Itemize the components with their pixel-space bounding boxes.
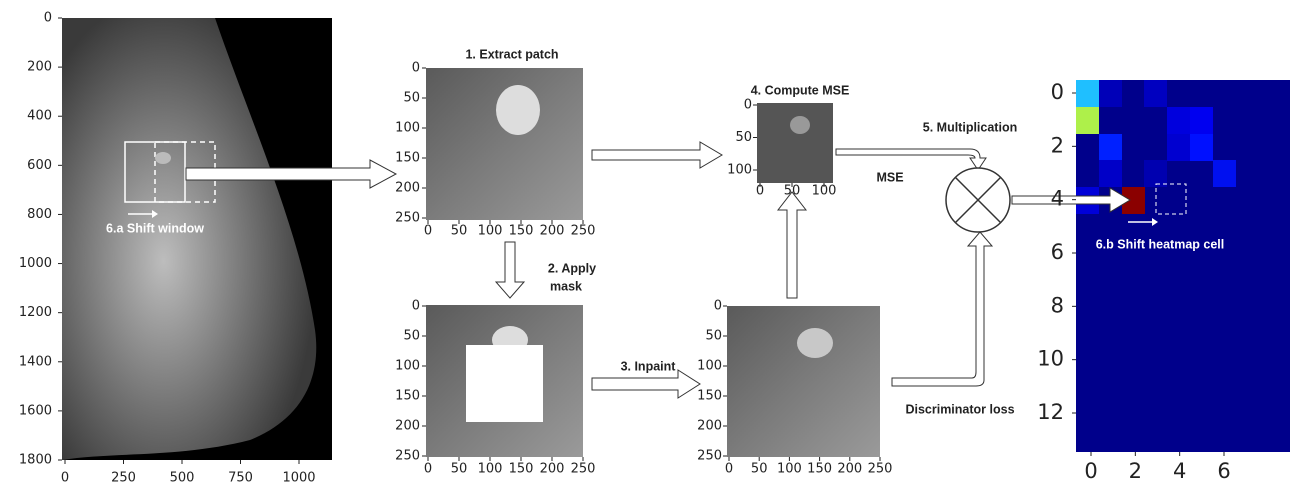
y-tick-label: 100 — [395, 359, 420, 374]
y-tick-label: 1600 — [19, 403, 52, 418]
y-tick-label: 0 — [714, 299, 722, 314]
arrow — [835, 148, 987, 171]
y-tick-label: 1400 — [19, 354, 52, 369]
x-tick-label: 250 — [571, 462, 596, 477]
y-tick-label: 6 — [1051, 240, 1064, 264]
y-tick-label: 150 — [395, 151, 420, 166]
inpainted-patch-image — [727, 306, 880, 457]
y-tick-label: 4 — [1051, 187, 1064, 211]
y-tick-label: 600 — [27, 158, 52, 173]
y-tick-label: 1800 — [19, 453, 52, 468]
y-tick-label: 100 — [727, 163, 752, 178]
x-tick-label: 0 — [61, 471, 69, 486]
arrow — [591, 141, 723, 169]
x-tick-label: 50 — [451, 462, 468, 477]
y-tick-label: 12 — [1037, 400, 1064, 424]
y-tick-label: 200 — [395, 181, 420, 196]
x-tick-label: 200 — [540, 462, 565, 477]
y-tick-label: 1200 — [19, 305, 52, 320]
x-tick-label: 0 — [424, 224, 432, 239]
x-tick-label: 150 — [807, 462, 832, 477]
y-tick-label: 200 — [395, 419, 420, 434]
arrow — [591, 369, 701, 399]
x-tick-label: 1000 — [282, 471, 315, 486]
y-tick-label: 200 — [697, 419, 722, 434]
mammogram-image — [62, 18, 332, 460]
heatmap-image — [1076, 80, 1290, 452]
y-tick-label: 50 — [705, 329, 722, 344]
x-tick-label: 150 — [509, 462, 534, 477]
step-label: 3. Inpaint — [621, 359, 677, 373]
patch-image — [426, 68, 583, 220]
x-tick-label: 0 — [424, 462, 432, 477]
y-tick-label: 50 — [735, 130, 752, 145]
y-tick-label: 0 — [412, 61, 420, 76]
mse-image — [757, 103, 833, 183]
x-tick-label: 2 — [1129, 459, 1142, 483]
y-tick-label: 50 — [403, 329, 420, 344]
step-label: 6.b Shift heatmap cell — [1096, 237, 1225, 251]
x-tick-label: 0 — [725, 462, 733, 477]
y-tick-label: 250 — [697, 449, 722, 464]
y-tick-label: 150 — [697, 389, 722, 404]
x-tick-label: 500 — [170, 471, 195, 486]
multiply-symbol — [945, 167, 1011, 233]
y-tick-label: 250 — [395, 211, 420, 226]
y-tick-label: 100 — [697, 359, 722, 374]
x-tick-label: 50 — [784, 184, 801, 199]
step-label: 6.a Shift window — [106, 221, 204, 235]
y-tick-label: 1000 — [19, 256, 52, 271]
x-tick-label: 6 — [1217, 459, 1230, 483]
x-tick-label: 200 — [837, 462, 862, 477]
y-tick-label: 10 — [1037, 347, 1064, 371]
arrow — [776, 191, 808, 299]
step-label: 2. Apply — [548, 261, 596, 275]
y-tick-label: 800 — [27, 207, 52, 222]
arrow — [494, 241, 526, 299]
x-tick-label: 250 — [868, 462, 893, 477]
x-tick-label: 50 — [451, 224, 468, 239]
x-tick-label: 100 — [478, 462, 503, 477]
x-tick-label: 250 — [571, 224, 596, 239]
step-label: 4. Compute MSE — [751, 83, 850, 97]
arrow — [891, 231, 994, 387]
step-label: MSE — [876, 170, 903, 184]
x-tick-label: 0 — [1084, 459, 1097, 483]
step-label: Discriminator loss — [905, 402, 1014, 416]
masked-patch-image — [426, 305, 583, 457]
y-tick-label: 250 — [395, 449, 420, 464]
x-tick-label: 4 — [1173, 459, 1186, 483]
y-tick-label: 50 — [403, 91, 420, 106]
x-tick-label: 0 — [756, 184, 764, 199]
y-tick-label: 100 — [395, 121, 420, 136]
step-label: 1. Extract patch — [465, 47, 558, 61]
y-tick-label: 150 — [395, 389, 420, 404]
y-tick-label: 400 — [27, 109, 52, 124]
x-tick-label: 100 — [777, 462, 802, 477]
x-tick-label: 150 — [509, 224, 534, 239]
y-tick-label: 8 — [1051, 293, 1064, 317]
y-tick-label: 200 — [27, 60, 52, 75]
y-tick-label: 0 — [744, 98, 752, 113]
step-label: 5. Multiplication — [923, 120, 1017, 134]
step-label: mask — [550, 279, 582, 293]
y-tick-label: 0 — [1051, 80, 1064, 104]
x-tick-label: 50 — [751, 462, 768, 477]
x-tick-label: 750 — [228, 471, 253, 486]
arrow — [185, 159, 398, 189]
arrow — [1011, 187, 1131, 213]
y-tick-label: 2 — [1051, 133, 1064, 157]
y-tick-label: 0 — [44, 11, 52, 26]
x-tick-label: 200 — [540, 224, 565, 239]
x-tick-label: 100 — [812, 184, 837, 199]
y-tick-label: 0 — [412, 299, 420, 314]
x-tick-label: 250 — [111, 471, 136, 486]
x-tick-label: 100 — [478, 224, 503, 239]
